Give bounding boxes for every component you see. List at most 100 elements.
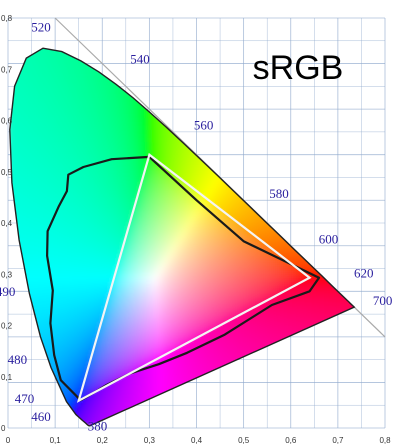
color-cell	[80, 146, 85, 151]
color-cell	[172, 134, 177, 139]
color-cell	[200, 222, 205, 227]
color-cell	[104, 126, 109, 131]
color-cell	[172, 158, 177, 163]
color-cell	[156, 154, 161, 159]
color-cell	[28, 94, 33, 99]
color-cell	[72, 66, 77, 71]
color-cell	[124, 222, 129, 227]
color-cell	[28, 202, 33, 207]
color-cell	[96, 78, 101, 83]
color-cell	[132, 122, 137, 127]
color-cell	[264, 222, 269, 227]
color-cell	[184, 222, 189, 227]
color-cell	[16, 78, 21, 83]
color-cell	[32, 82, 37, 87]
color-cell	[100, 218, 105, 223]
color-cell	[156, 206, 161, 211]
color-cell	[56, 158, 61, 163]
color-cell	[24, 190, 29, 195]
color-cell	[60, 214, 65, 219]
color-cell	[156, 138, 161, 143]
color-cell	[168, 134, 173, 139]
color-cell	[12, 154, 17, 159]
color-cell	[48, 186, 53, 191]
color-cell	[16, 214, 21, 219]
color-cell	[68, 114, 73, 119]
color-cell	[44, 206, 49, 211]
color-cell	[124, 166, 129, 171]
color-cell	[96, 166, 101, 171]
color-cell	[28, 82, 33, 87]
color-cell	[120, 206, 125, 211]
color-cell	[84, 178, 89, 183]
color-cell	[92, 186, 97, 191]
color-cell	[124, 158, 129, 163]
color-cell	[156, 222, 161, 227]
color-cell	[20, 122, 25, 127]
color-cell	[28, 154, 33, 159]
color-cell	[36, 198, 41, 203]
color-cell	[84, 186, 89, 191]
color-cell	[44, 198, 49, 203]
color-cell	[52, 122, 57, 127]
color-cell	[52, 206, 57, 211]
color-cell	[104, 110, 109, 115]
color-cell	[196, 194, 201, 199]
color-cell	[56, 70, 61, 75]
color-cell	[248, 222, 253, 227]
color-cell	[24, 130, 29, 135]
color-cell	[200, 166, 205, 171]
color-cell	[68, 146, 73, 151]
color-cell	[64, 218, 69, 223]
color-cell	[96, 182, 101, 187]
color-cell	[128, 142, 133, 147]
color-cell	[52, 70, 57, 75]
color-cell	[48, 82, 53, 87]
color-cell	[28, 90, 33, 95]
color-cell	[124, 170, 129, 175]
color-cell	[212, 182, 217, 187]
color-cell	[164, 138, 169, 143]
color-cell	[164, 210, 169, 215]
color-cell	[92, 146, 97, 151]
color-cell	[28, 74, 33, 79]
color-cell	[140, 186, 145, 191]
color-cell	[152, 162, 157, 167]
color-cell	[160, 198, 165, 203]
color-cell	[120, 114, 125, 119]
color-cell	[108, 114, 113, 119]
color-cell	[32, 146, 37, 151]
color-cell	[132, 138, 137, 143]
color-cell	[144, 174, 149, 179]
color-cell	[108, 118, 113, 123]
color-cell	[80, 70, 85, 75]
color-cell	[108, 186, 113, 191]
color-cell	[48, 114, 53, 119]
color-cell	[104, 102, 109, 107]
color-cell	[84, 94, 89, 99]
color-cell	[116, 222, 121, 227]
color-cell	[144, 142, 149, 147]
color-cell	[72, 158, 77, 163]
color-cell	[32, 206, 37, 211]
color-cell	[140, 142, 145, 147]
color-cell	[116, 90, 121, 95]
color-cell	[128, 170, 133, 175]
color-cell	[76, 82, 81, 87]
color-cell	[48, 62, 53, 67]
color-cell	[88, 134, 93, 139]
color-cell	[88, 214, 93, 219]
color-cell	[36, 54, 41, 59]
color-cell	[116, 114, 121, 119]
color-cell	[168, 150, 173, 155]
color-cell	[156, 218, 161, 223]
color-cell	[236, 218, 241, 223]
color-cell	[192, 158, 197, 163]
color-cell	[204, 202, 209, 207]
color-cell	[88, 154, 93, 159]
color-cell	[108, 82, 113, 87]
color-cell	[232, 210, 237, 215]
color-cell	[112, 222, 117, 227]
color-cell	[16, 110, 21, 115]
color-cell	[40, 182, 45, 187]
